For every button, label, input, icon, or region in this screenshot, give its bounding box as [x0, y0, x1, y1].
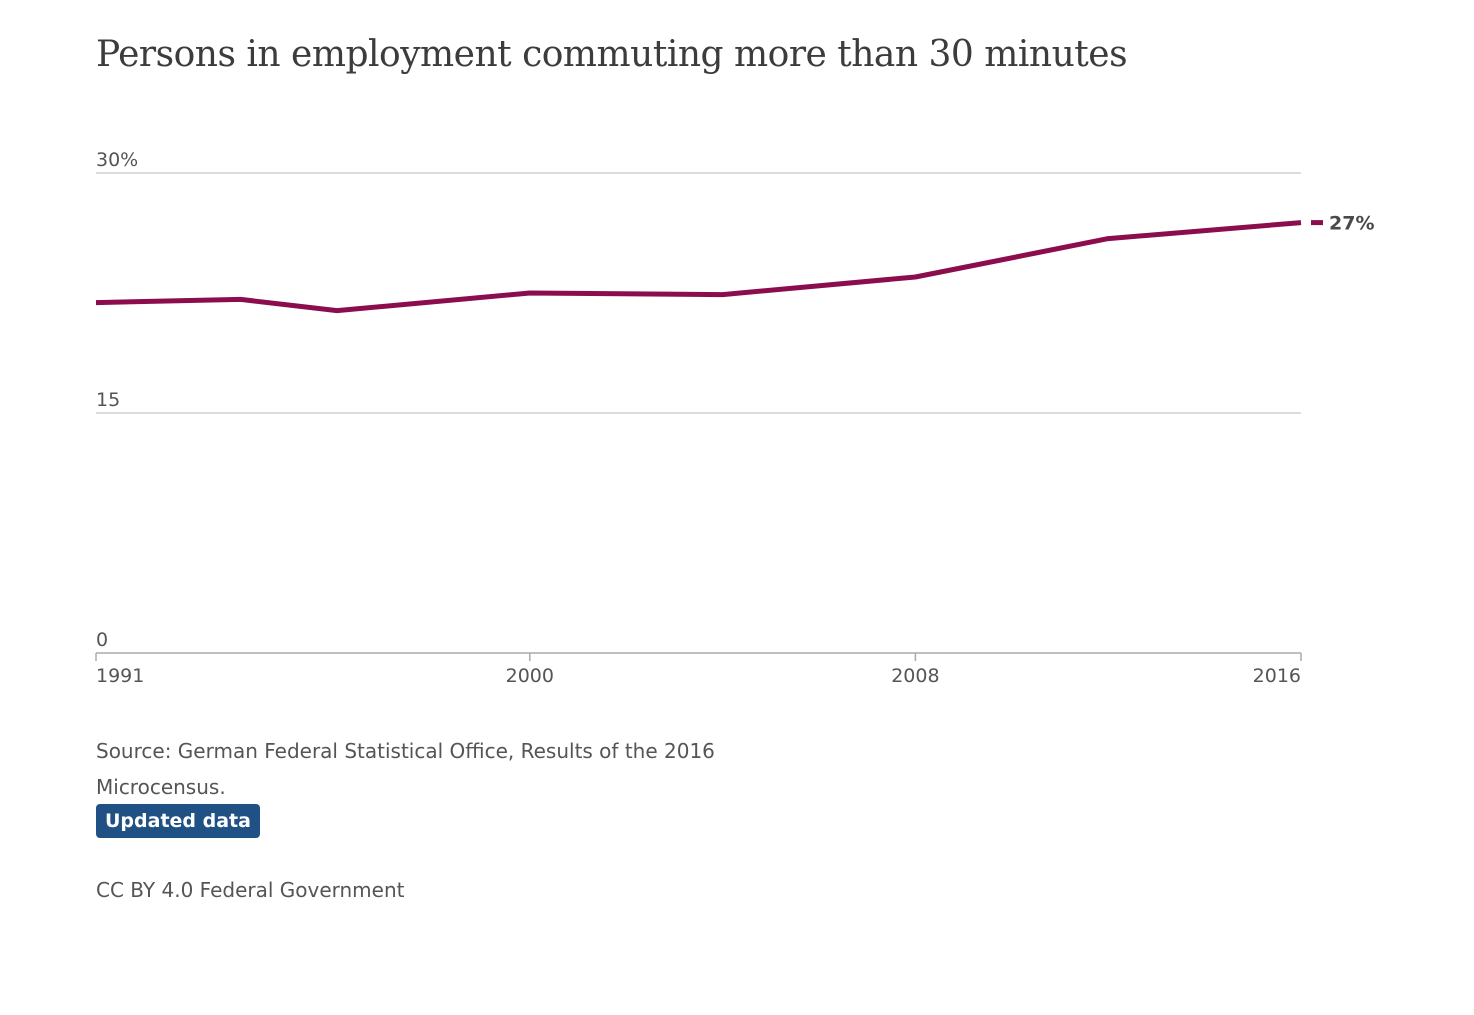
- end-label-layer: 27%: [1311, 213, 1374, 235]
- license-note: CC BY 4.0 Federal Government: [96, 878, 405, 902]
- line-chart: 0 15 30% 1991 2000 2008 2016 27%: [95, 149, 1374, 687]
- updated-data-button[interactable]: Updated data: [96, 804, 260, 838]
- y-tick-label: 0: [96, 629, 108, 651]
- series-layer: [95, 220, 1302, 314]
- end-value-label: 27%: [1329, 213, 1374, 235]
- y-tick-label: 30%: [96, 149, 138, 171]
- chart-title: Persons in employment commuting more tha…: [96, 34, 1128, 75]
- x-axis: 1991 2000 2008 2016: [95, 652, 1302, 687]
- y-tick-label: 15: [96, 389, 120, 411]
- gridlines: [96, 172, 1301, 414]
- x-tick-label: 2000: [506, 665, 554, 687]
- x-tick-label: 2008: [891, 665, 939, 687]
- y-axis-ticks: 0 15 30%: [96, 149, 138, 651]
- source-note: Source: German Federal Statistical Offic…: [96, 739, 715, 799]
- x-tick-label: 1991: [96, 665, 144, 687]
- x-tick-label: 2016: [1253, 665, 1301, 687]
- series-line: [95, 220, 1302, 314]
